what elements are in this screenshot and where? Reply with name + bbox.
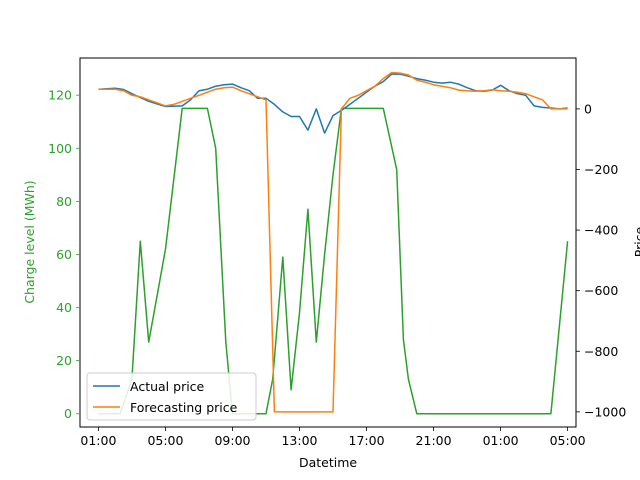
y-left-tick-label: 0 — [64, 406, 72, 421]
y-left-tick-label: 80 — [56, 194, 72, 209]
y-left-tick-label: 100 — [48, 141, 72, 156]
x-tick-label: 13:00 — [281, 433, 317, 448]
x-tick-label: 17:00 — [349, 433, 385, 448]
y-axis-right-label: Price — [632, 226, 640, 257]
legend: Actual price Forecasting price — [86, 372, 257, 421]
series-lines — [98, 71, 569, 415]
y-left-tick-label: 40 — [56, 300, 72, 315]
y-right-tick-label: −200 — [584, 162, 618, 177]
y-axis-right: 0 −200 −400 −600 −800 −1000 — [576, 101, 626, 419]
series-line-forecasting-price — [98, 71, 568, 413]
y-right-tick-label: −600 — [584, 283, 618, 298]
series-line-actual-price — [98, 73, 568, 134]
y-left-tick-label: 20 — [56, 353, 72, 368]
y-left-tick-label: 60 — [56, 247, 72, 262]
x-tick-label: 09:00 — [214, 433, 250, 448]
y-right-tick-label: −800 — [584, 344, 618, 359]
x-axis: 01:00 05:00 09:00 13:00 17:00 21:00 01:00 05:00 — [80, 427, 586, 448]
x-tick-label: 21:00 — [416, 433, 452, 448]
legend-box — [86, 372, 257, 421]
x-tick-label: 01:00 — [80, 433, 116, 448]
series-line-charge-level — [98, 107, 569, 415]
plot-frame — [79, 57, 577, 428]
y-axis-left: 0 20 40 60 80 100 120 — [48, 88, 80, 421]
legend-label-forecasting-price: Forecasting price — [130, 400, 238, 415]
x-tick-label: 01:00 — [483, 433, 519, 448]
legend-label-actual-price: Actual price — [130, 379, 205, 394]
y-right-tick-label: −400 — [584, 223, 618, 238]
x-tick-label: 05:00 — [550, 433, 586, 448]
y-right-tick-label: −1000 — [584, 404, 626, 419]
y-axis-left-label: Charge level (MWh) — [22, 180, 37, 303]
y-left-tick-label: 120 — [48, 88, 72, 103]
y-right-tick-label: 0 — [584, 101, 592, 116]
x-axis-label: Datetime — [299, 455, 357, 470]
x-tick-label: 05:00 — [147, 433, 183, 448]
